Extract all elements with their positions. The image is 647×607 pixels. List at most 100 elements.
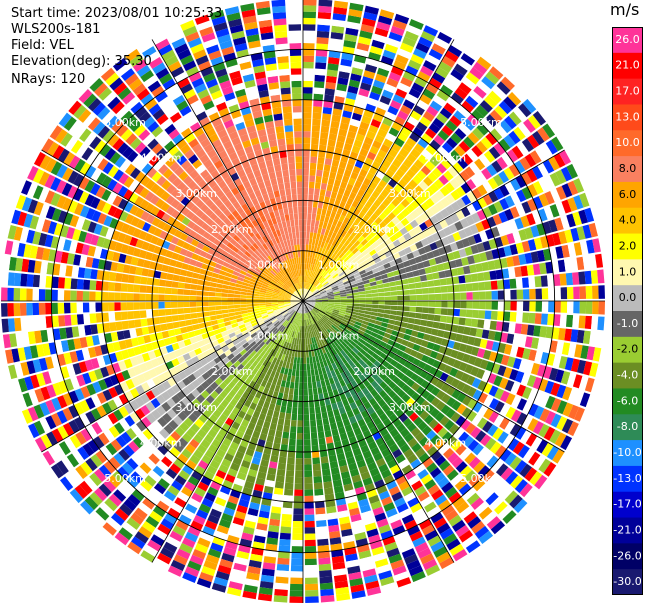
gate-cell [17,377,28,393]
gate-cell [293,495,303,503]
gate-cell [379,9,395,20]
gate-cell [460,372,470,383]
gate-cell [315,314,321,320]
gate-cell [318,150,326,158]
gate-cell [301,332,303,339]
gate-cell [306,319,309,326]
gate-cell [368,494,380,504]
gate-cell [338,324,346,331]
gate-cell [512,334,521,346]
gate-cell [78,176,90,190]
gate-cell [368,260,376,267]
gate-cell [304,552,317,559]
gate-cell [310,285,315,292]
gate-cell [577,359,587,374]
gate-cell [439,372,449,382]
gate-cell [290,310,296,316]
gate-cell [153,348,163,358]
gate-cell [28,423,40,439]
gate-cell [409,412,419,422]
gate-cell [526,324,535,336]
gate-cell [333,293,341,296]
gate-cell [305,583,319,591]
gate-cell [287,355,292,363]
gate-cell [219,373,228,382]
gate-cell [311,137,319,145]
gate-cell [276,365,282,373]
gate-cell [348,124,359,134]
gate-cell [252,396,260,405]
gate-cell [325,322,332,328]
gate-cell [239,348,247,356]
gate-cell [321,301,329,304]
gate-cell [458,140,471,153]
gate-cell [390,403,400,413]
gate-cell [349,331,356,338]
gate-cell [306,263,309,270]
gate-cell [407,277,415,284]
gate-cell [428,77,442,89]
gate-cell [345,211,353,219]
gate-cell [344,450,354,459]
gate-cell [389,428,400,438]
gate-cell [255,328,263,335]
gate-cell [146,317,154,326]
gate-cell [186,428,197,438]
gate-cell [401,208,410,218]
gate-cell [148,453,160,465]
gate-cell [282,360,287,368]
gate-cell [131,376,141,387]
gate-cell [130,337,139,347]
gate-cell [404,30,419,42]
gate-cell [185,235,194,244]
gate-cell [323,164,331,172]
gate-cell [312,308,318,314]
gate-cell [290,298,297,301]
gate-cell [270,280,277,286]
gate-cell [191,398,201,408]
gate-cell [434,37,449,50]
gate-cell [338,287,346,291]
gate-cell [267,531,279,539]
gate-cell [82,372,92,385]
gate-cell [258,276,265,282]
gate-cell [113,169,124,182]
gate-cell [163,337,172,346]
gate-cell [450,378,460,388]
gate-cell [327,63,339,71]
gate-cell [171,315,179,322]
gate-cell [304,495,314,503]
gate-cell [492,427,504,441]
gate-cell [227,468,238,478]
gate-cell [334,199,341,207]
gate-cell [383,332,392,339]
gate-cell [197,279,205,286]
gate-cell [129,411,141,424]
gate-cell [314,336,319,343]
gate-cell [93,223,103,235]
gate-cell [324,493,335,502]
gate-cell [144,475,157,487]
gate-cell [276,314,283,320]
gate-cell [465,215,475,226]
gate-cell [392,376,401,385]
gate-cell [196,290,203,296]
gate-cell [191,388,201,398]
ray [303,301,548,490]
gate-cell [387,339,395,347]
gate-cell [579,301,587,314]
gate-cell [247,508,259,517]
gate-cell [176,239,185,248]
gate-cell [406,153,417,164]
ray [211,301,303,593]
gate-cell [467,439,480,452]
gate-cell [155,332,164,341]
gate-cell [359,303,366,308]
gate-cell [254,285,262,290]
gate-cell [394,274,402,281]
gate-cell [469,327,477,337]
gate-cell [79,255,88,267]
gate-cell [318,260,323,268]
gate-cell [78,191,90,204]
gate-cell [303,105,312,113]
